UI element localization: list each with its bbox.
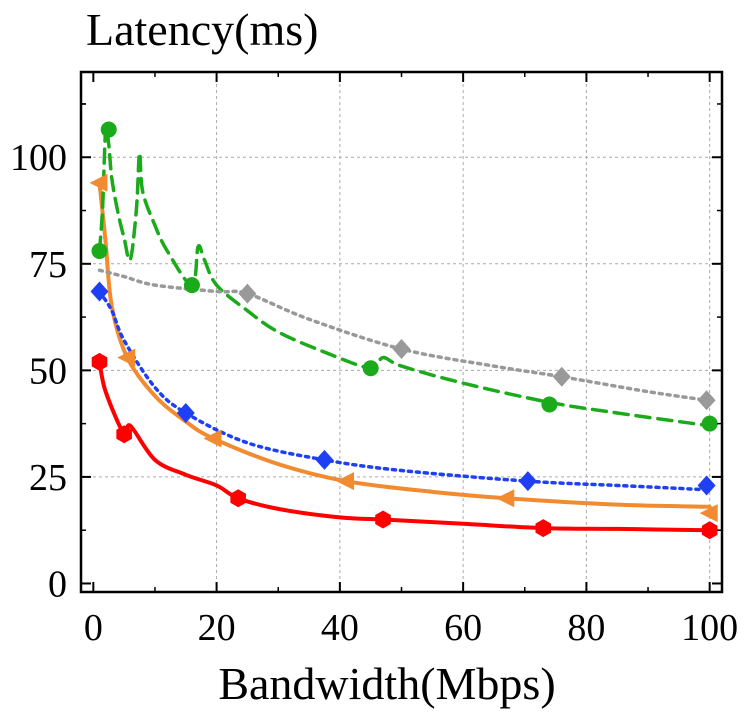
y-tick-label-3: 75	[29, 244, 67, 286]
x-tick-label-1: 20	[198, 607, 236, 649]
series-1-marker-3	[336, 472, 355, 491]
x-tick-label-4: 80	[567, 607, 605, 649]
series-3-marker-0	[91, 243, 108, 260]
series-1-marker-2	[203, 429, 222, 448]
series-0-marker-5	[701, 521, 718, 540]
series-4-marker-3	[697, 390, 716, 411]
y-axis-title: Latency(ms)	[86, 4, 318, 55]
series-2-marker-2	[315, 449, 334, 470]
series-2-marker-3	[518, 471, 537, 492]
y-tick-label-0: 0	[48, 563, 67, 605]
series-0-marker-0	[91, 352, 108, 371]
series-4-marker-0	[238, 283, 257, 304]
series-3-marker-5	[701, 415, 718, 432]
x-tick-label-2: 40	[321, 607, 359, 649]
series-0-marker-1	[116, 425, 132, 444]
series-0-marker-3	[375, 510, 391, 529]
series-4-marker-2	[552, 366, 571, 387]
series-1-marker-4	[496, 489, 515, 508]
series-1-marker-1	[117, 348, 136, 367]
x-tick-label-5: 100	[681, 607, 738, 649]
series-3-marker-1	[100, 121, 117, 138]
series-1-marker-5	[699, 504, 718, 523]
series-2-marker-0	[90, 281, 109, 302]
series-0-marker-4	[535, 519, 552, 538]
y-tick-label-2: 50	[29, 350, 67, 392]
y-tick-label-1: 25	[29, 457, 67, 499]
x-axis-title: Bandwidth(Mbps)	[218, 658, 555, 709]
axis-ticks: 0 20 40 60 80 100 0 25 50 75 100	[10, 72, 738, 649]
series-line-2	[97, 289, 709, 492]
series-3-marker-4	[541, 396, 558, 413]
series-1-marker-0	[89, 173, 108, 192]
series-line-4	[97, 268, 709, 402]
series-3-marker-2	[183, 277, 200, 294]
series-line-3	[97, 124, 712, 428]
series-4-marker-1	[392, 339, 411, 360]
series-3-marker-3	[362, 360, 379, 377]
grid	[81, 72, 722, 592]
series-0-marker-2	[230, 489, 246, 508]
series-line-1	[97, 180, 712, 509]
series-2-marker-1	[176, 402, 195, 423]
x-tick-label-0: 0	[84, 607, 103, 649]
y-tick-label-4: 100	[10, 137, 67, 179]
series-layer	[97, 124, 712, 533]
x-tick-label-3: 60	[444, 607, 482, 649]
plot-frame	[79, 70, 724, 594]
marker-layer	[89, 121, 718, 540]
series-2-marker-4	[697, 475, 716, 496]
